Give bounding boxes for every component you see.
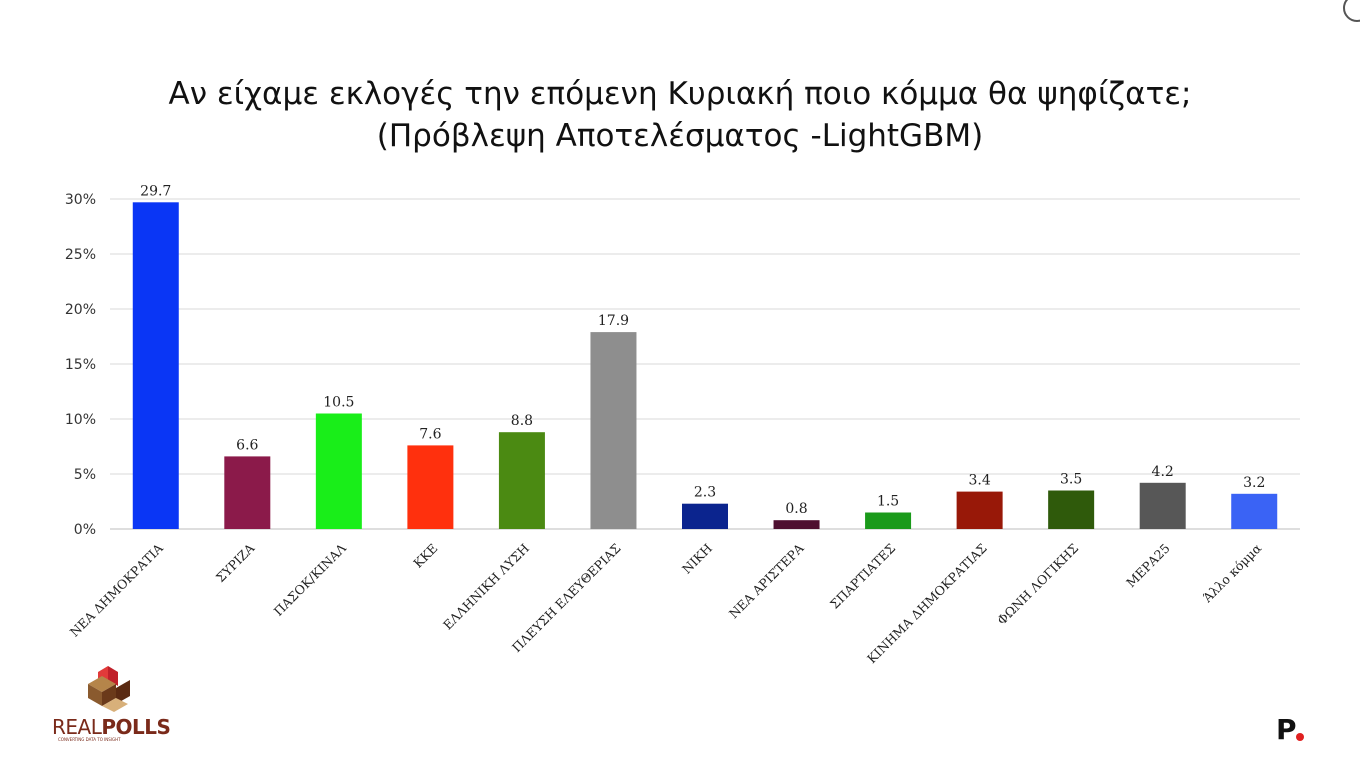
bar [132, 202, 179, 530]
gridlines [110, 198, 1300, 530]
logo-cube-icon [88, 666, 130, 712]
bar [407, 445, 454, 529]
data-labels: 29.7 6.6 10.5 7.6 8.8 17.9 2.3 0.8 1.5 3.4 3.5 4.2 3… [140, 183, 1265, 517]
bar [682, 503, 728, 529]
category-label: ΚΚΕ [410, 541, 440, 571]
data-label: 3.4 [968, 473, 990, 489]
category-label: ΝΙΚΗ [679, 540, 715, 576]
bar [224, 456, 271, 529]
category-label: ΝΕΑ ΑΡΙΣΤΕΡΑ [726, 540, 807, 621]
data-label: 1.5 [877, 494, 899, 510]
y-tick-label: 0% [74, 522, 96, 538]
y-tick-label: 15% [65, 357, 96, 373]
realpolls-logo: REALPOLLS CONVERTING DATA TO INSIGHT [52, 662, 182, 744]
brand-dot-icon [1296, 733, 1304, 741]
bar [773, 520, 820, 529]
category-label: ΠΑΣΟΚ/ΚΙΝΑΛ [271, 540, 350, 619]
data-label: 6.6 [236, 437, 258, 453]
category-label: ΠΛΕΥΣΗ ΕΛΕΥΘΕΡΙΑΣ [509, 541, 624, 656]
y-tick-label: 5% [74, 467, 96, 483]
bar [498, 432, 545, 529]
bar [1048, 490, 1095, 529]
y-tick-label: 25% [65, 247, 96, 263]
category-labels: ΝΕΑ ΔΗΜΟΚΡΑΤΙΑ ΣΥΡΙΖΑ ΠΑΣΟΚ/ΚΙΝΑΛ ΚΚΕ ΕΛΛΗΝΙ… [67, 540, 1265, 666]
chart-title: Αν είχαμε εκλογές την επόμενη Κυριακή πο… [168, 76, 1192, 112]
logo-tagline: CONVERTING DATA TO INSIGHT [58, 737, 121, 742]
category-label: ΝΕΑ ΔΗΜΟΚΡΑΤΙΑ [67, 540, 167, 640]
data-label: 17.9 [598, 313, 629, 329]
data-label: 2.3 [694, 485, 716, 501]
bar [1139, 482, 1186, 529]
data-label: 10.5 [323, 395, 354, 411]
logo-wordmark: REALPOLLS [52, 715, 171, 739]
corner-icon [1343, 0, 1360, 22]
y-tick-label: 10% [65, 412, 96, 428]
category-label: ΜΕΡΑ25 [1123, 541, 1173, 591]
category-label: ΕΛΛΗΝΙΚΗ ΛΥΣΗ [440, 540, 532, 632]
category-label: Άλλο κόμμα [1199, 540, 1265, 606]
brand-mark: P [1276, 713, 1297, 746]
data-label: 0.8 [785, 501, 807, 517]
bar [865, 512, 912, 529]
bars [132, 202, 1278, 530]
data-label: 3.2 [1243, 475, 1265, 491]
data-label: 29.7 [140, 183, 171, 199]
y-axis-ticks: 0% 5% 10% 15% 20% 25% 30% [65, 192, 96, 538]
bar [956, 491, 1003, 529]
category-label: ΣΠΑΡΤΙΑΤΕΣ [827, 541, 898, 612]
bar [315, 413, 362, 529]
data-label: 7.6 [419, 426, 441, 442]
data-label: 4.2 [1152, 464, 1174, 480]
category-label: ΣΥΡΙΖΑ [213, 540, 258, 585]
category-label: ΦΩΝΗ ΛΟΓΙΚΗΣ [994, 541, 1081, 628]
bar [1231, 493, 1278, 529]
y-tick-label: 20% [65, 302, 96, 318]
bar [590, 332, 637, 529]
data-label: 8.8 [511, 413, 533, 429]
data-label: 3.5 [1060, 472, 1082, 488]
chart-subtitle: (Πρόβλεψη Αποτελέσματος -LightGBM) [376, 118, 984, 154]
y-tick-label: 30% [65, 192, 96, 208]
